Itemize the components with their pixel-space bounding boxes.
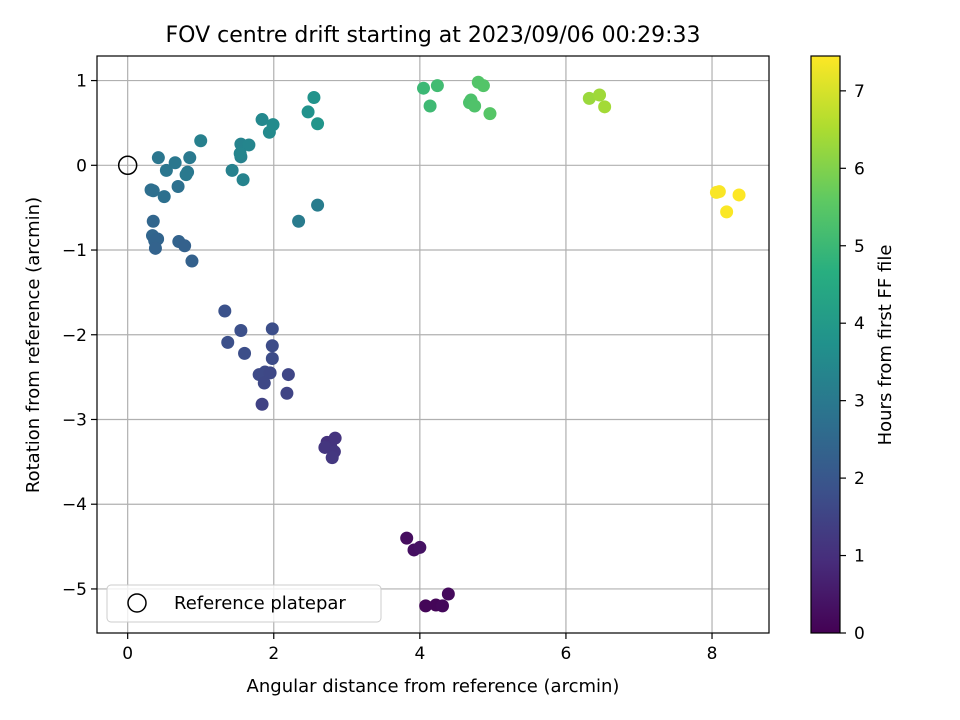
data-point bbox=[476, 79, 490, 93]
colorbar-label: Hours from first FF file bbox=[875, 245, 896, 446]
data-point bbox=[242, 138, 256, 152]
data-point bbox=[301, 105, 315, 119]
data-point bbox=[194, 134, 208, 148]
x-tick-label: 0 bbox=[122, 644, 133, 664]
y-tick-label: −5 bbox=[62, 580, 87, 600]
data-point bbox=[221, 335, 235, 349]
colorbar-tick-label: 6 bbox=[854, 159, 865, 179]
data-point bbox=[225, 163, 239, 177]
data-point bbox=[281, 368, 295, 382]
y-tick-label: −3 bbox=[62, 410, 87, 430]
data-point bbox=[468, 99, 482, 113]
legend-box bbox=[106, 584, 382, 623]
data-point bbox=[598, 100, 612, 114]
colorbar-tick-label: 2 bbox=[854, 469, 865, 489]
data-point bbox=[435, 599, 449, 613]
data-point bbox=[148, 241, 162, 255]
data-point bbox=[430, 79, 444, 93]
y-axis-label: Rotation from reference (arcmin) bbox=[23, 197, 44, 493]
data-point bbox=[146, 184, 160, 198]
colorbar-tick-label: 7 bbox=[854, 82, 865, 102]
colorbar-ticks: 0 1 2 3 4 5 6 7 bbox=[840, 82, 865, 644]
data-point bbox=[179, 168, 193, 182]
data-point bbox=[265, 322, 279, 336]
data-point bbox=[593, 88, 607, 102]
data-point bbox=[238, 346, 252, 360]
data-point bbox=[720, 205, 734, 219]
colorbar: 0 1 2 3 4 5 6 7 Hours from first FF file bbox=[810, 55, 896, 644]
chart-title: FOV centre drift starting at 2023/09/06 … bbox=[166, 23, 701, 48]
legend-marker bbox=[127, 593, 147, 613]
x-tick-label: 6 bbox=[561, 644, 572, 664]
colorbar-tick-label: 0 bbox=[854, 624, 865, 644]
data-point bbox=[233, 146, 247, 160]
y-axis-ticks: 1 0 −1 −2 −3 −4 −5 bbox=[62, 72, 97, 600]
data-point bbox=[311, 117, 325, 131]
data-point bbox=[266, 118, 280, 132]
y-tick-label: −4 bbox=[62, 495, 87, 515]
data-point bbox=[257, 376, 271, 390]
colorbar-tick-label: 1 bbox=[854, 547, 865, 567]
data-point bbox=[168, 156, 182, 170]
data-point bbox=[265, 339, 279, 353]
x-axis-ticks: 0 2 4 6 8 bbox=[122, 633, 717, 664]
data-point bbox=[236, 173, 250, 187]
colorbar-tick-label: 5 bbox=[854, 237, 865, 257]
colorbar-frame bbox=[810, 55, 841, 634]
data-point bbox=[157, 190, 171, 204]
data-point bbox=[441, 587, 455, 601]
data-point bbox=[307, 91, 321, 105]
y-tick-label: 1 bbox=[76, 72, 87, 92]
data-point bbox=[146, 214, 160, 228]
data-point bbox=[483, 107, 497, 121]
data-point bbox=[423, 99, 437, 113]
reference-point bbox=[117, 155, 138, 176]
y-tick-label: 0 bbox=[76, 156, 87, 176]
x-tick-label: 4 bbox=[414, 644, 425, 664]
data-point bbox=[325, 451, 339, 465]
data-point bbox=[712, 185, 726, 199]
data-point bbox=[292, 214, 306, 228]
data-point bbox=[419, 599, 433, 613]
data-point bbox=[255, 113, 269, 127]
x-axis-label: Angular distance from reference (arcmin) bbox=[247, 676, 620, 697]
colorbar-gradient bbox=[811, 56, 840, 633]
data-point bbox=[171, 179, 185, 193]
data-point bbox=[183, 151, 197, 165]
data-point bbox=[328, 431, 342, 445]
data-point bbox=[582, 91, 596, 105]
data-point bbox=[417, 81, 431, 95]
data-point bbox=[732, 188, 746, 202]
data-point bbox=[400, 531, 414, 545]
x-tick-label: 2 bbox=[268, 644, 279, 664]
plot-frame bbox=[96, 55, 770, 634]
y-tick-label: −1 bbox=[62, 241, 87, 261]
data-point bbox=[263, 366, 277, 380]
data-point bbox=[311, 198, 325, 212]
legend-label: Reference platepar bbox=[174, 593, 346, 614]
data-point bbox=[159, 163, 173, 177]
colorbar-tick-label: 4 bbox=[854, 314, 865, 334]
data-point bbox=[151, 151, 165, 165]
data-point bbox=[265, 351, 279, 365]
x-tick-label: 8 bbox=[707, 644, 718, 664]
data-point bbox=[185, 254, 199, 268]
data-point bbox=[178, 239, 192, 253]
data-point bbox=[218, 304, 232, 318]
data-point bbox=[280, 386, 294, 400]
data-point bbox=[413, 540, 427, 554]
data-point bbox=[234, 324, 248, 338]
legend: Reference platepar bbox=[106, 584, 382, 623]
colorbar-tick-label: 3 bbox=[854, 392, 865, 412]
data-point bbox=[255, 397, 269, 411]
data-points bbox=[144, 75, 746, 613]
y-tick-label: −2 bbox=[62, 326, 87, 346]
